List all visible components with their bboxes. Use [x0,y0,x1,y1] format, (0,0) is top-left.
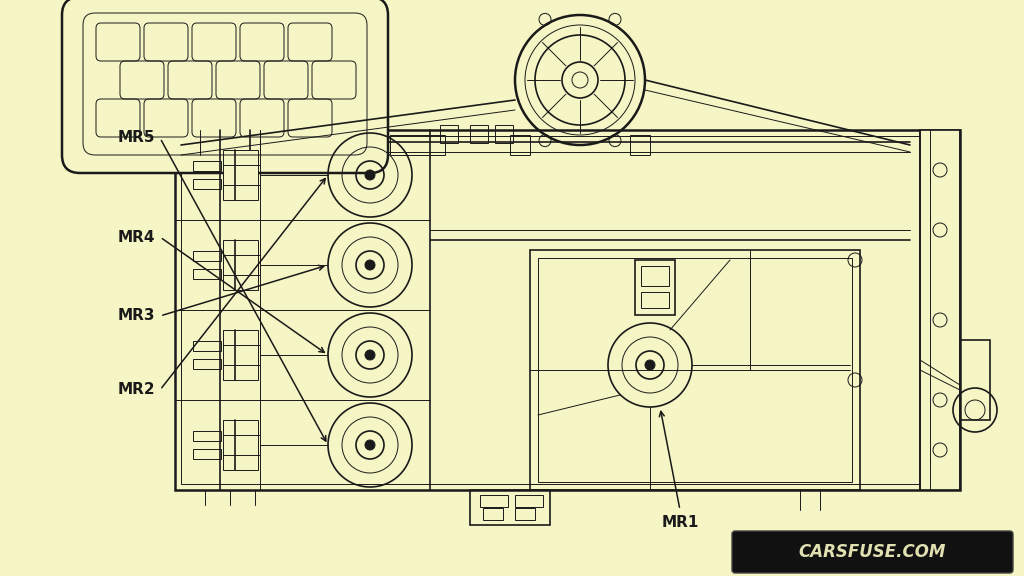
Bar [223,420,258,470]
Bar [635,260,675,315]
Text: MR1: MR1 [662,515,698,530]
Bar [193,161,221,171]
Bar [223,240,258,290]
Bar [920,130,961,490]
Bar [390,135,445,155]
Bar [515,508,535,520]
FancyBboxPatch shape [732,531,1013,573]
Circle shape [365,170,375,180]
Bar [630,135,650,155]
Circle shape [365,350,375,360]
Circle shape [365,440,375,450]
Bar [641,292,669,308]
Bar [440,125,458,143]
Bar [480,495,508,507]
Bar [193,359,221,369]
Bar [193,179,221,189]
Bar [961,340,990,420]
Bar [530,250,860,490]
Bar [193,449,221,459]
Circle shape [365,260,375,270]
Bar [193,431,221,441]
Bar [483,508,503,520]
Circle shape [572,72,588,88]
Text: MR5: MR5 [118,131,155,146]
Bar [223,330,258,380]
Text: MR4: MR4 [118,229,155,244]
Bar [223,150,258,200]
Circle shape [645,360,655,370]
Bar [470,490,550,525]
Text: MR2: MR2 [118,382,155,397]
FancyBboxPatch shape [62,0,388,173]
Bar [193,251,221,261]
Bar [510,135,530,155]
Bar [193,269,221,279]
Text: CARSFUSE.COM: CARSFUSE.COM [799,543,946,561]
Bar [515,495,543,507]
Bar [495,125,513,143]
Bar [538,258,852,482]
Text: MR3: MR3 [118,309,155,324]
Bar [193,341,221,351]
Bar [181,136,954,484]
Bar [470,125,488,143]
Bar [641,266,669,286]
Bar [175,130,961,490]
